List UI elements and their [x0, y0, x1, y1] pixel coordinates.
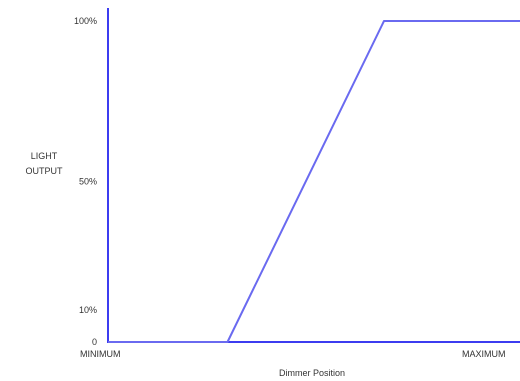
series-line	[108, 20, 520, 343]
x-tick-label-min: MINIMUM	[80, 349, 121, 359]
y-axis-label-line1: LIGHT	[31, 151, 58, 161]
y-axis-label-line2: OUTPUT	[26, 166, 64, 176]
series-layer	[108, 20, 520, 343]
y-tick-label: 100%	[74, 16, 97, 26]
axes	[107, 8, 520, 343]
x-axis-label: Dimmer Position	[279, 368, 345, 378]
y-tick-label: 10%	[79, 305, 97, 315]
y-tick-label: 50%	[79, 177, 97, 187]
x-tick-label-max: MAXIMUM	[462, 349, 506, 359]
y-tick-label: 0	[92, 337, 97, 347]
y-tick-labels: 0 10% 50% 100%	[74, 16, 97, 347]
